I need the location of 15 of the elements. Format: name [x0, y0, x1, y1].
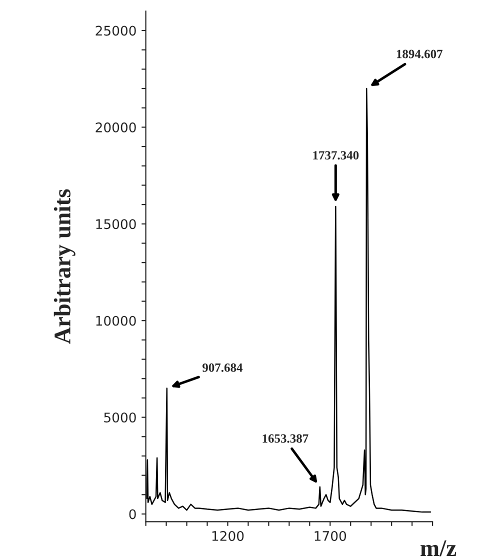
- y-tick-label: 5000: [104, 412, 136, 422]
- y-tick-label: 20000: [96, 122, 136, 132]
- x-tick-label: 1200: [212, 530, 244, 541]
- annotation: 1653.387: [262, 434, 308, 443]
- y-tick-label: 25000: [96, 26, 136, 36]
- annotation: 1894.607: [396, 50, 442, 58]
- annotation: 907.684: [202, 363, 243, 372]
- x-axis-title: m/z: [420, 540, 456, 556]
- y-axis-title: Arbitrary units: [54, 189, 76, 344]
- y-tick-label: 0: [129, 509, 136, 520]
- x-tick-label: 1700: [314, 530, 346, 541]
- annotation: 1737.340: [313, 151, 359, 160]
- line-series: [146, 88, 432, 513]
- y-tick-label: 15000: [96, 219, 136, 230]
- y-tick-label: 10000: [96, 316, 136, 326]
